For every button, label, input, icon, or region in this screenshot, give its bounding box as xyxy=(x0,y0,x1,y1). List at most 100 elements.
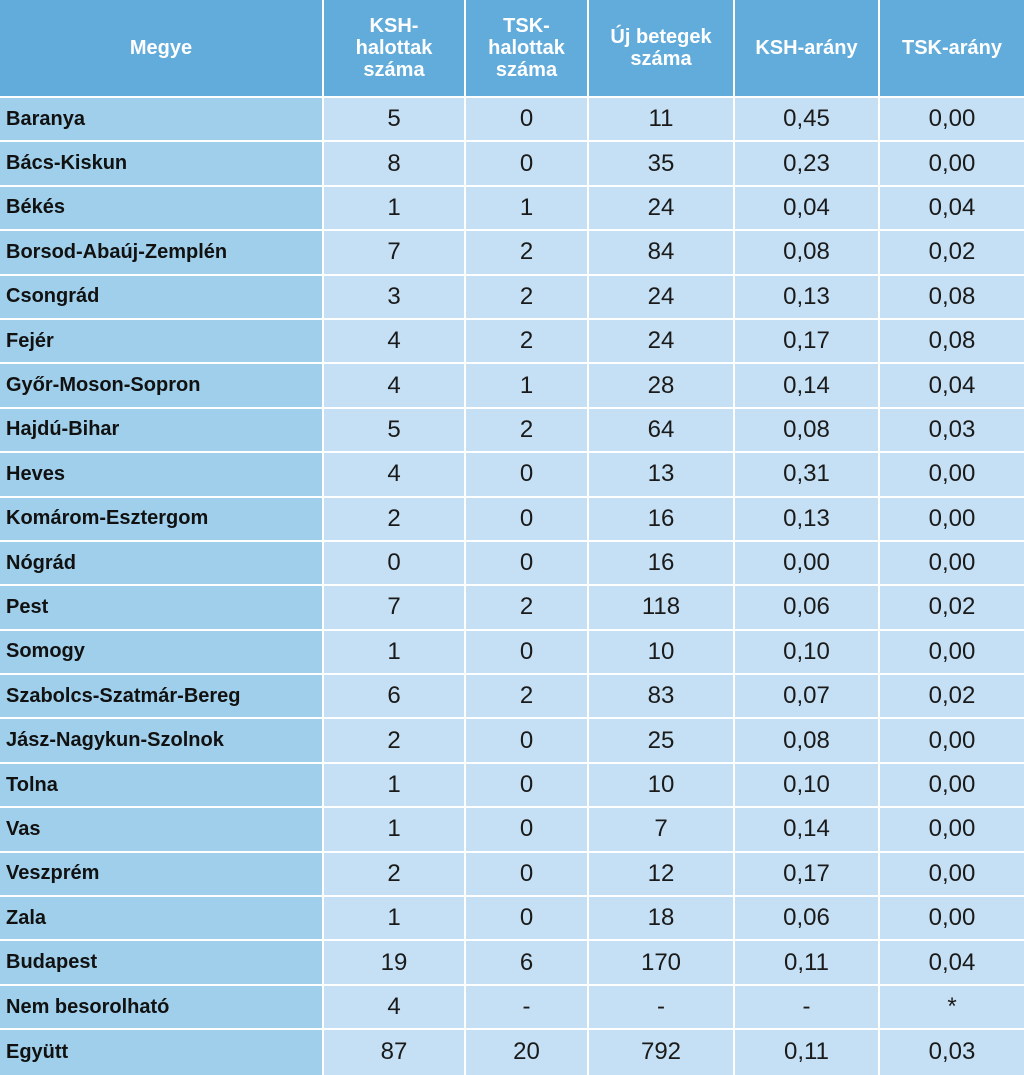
header-tsk-halottak: TSK-halottak száma xyxy=(466,0,589,98)
tsk-ratio-cell: 0,04 xyxy=(880,364,1024,409)
ksh-deaths-cell: 5 xyxy=(324,98,466,143)
ksh-deaths-cell: 4 xyxy=(324,364,466,409)
tsk-deaths-cell: 2 xyxy=(466,675,589,720)
ksh-ratio-cell: 0,11 xyxy=(735,941,880,986)
new-patients-cell: 24 xyxy=(589,319,735,365)
table-row: Nógrád 0 0 16 0,00 0,00 xyxy=(0,541,1024,587)
tsk-ratio-cell: 0,00 xyxy=(880,897,1024,942)
ksh-ratio-cell: 0,06 xyxy=(735,586,880,631)
tsk-ratio-cell: 0,00 xyxy=(880,98,1024,143)
tsk-deaths-cell: 2 xyxy=(466,319,589,365)
new-patients-cell: 13 xyxy=(589,453,735,498)
ksh-deaths-cell: 6 xyxy=(324,675,466,720)
table-row: Somogy 1 0 10 0,10 0,00 xyxy=(0,630,1024,676)
header-tsk-arany: TSK-arány xyxy=(880,0,1024,98)
table-row: Heves 4 0 13 0,31 0,00 xyxy=(0,453,1024,498)
ksh-ratio-cell: 0,17 xyxy=(735,852,880,898)
tsk-ratio-cell: * xyxy=(880,985,1024,1031)
table-row: Komárom-Esztergom 2 0 16 0,13 0,00 xyxy=(0,497,1024,542)
tsk-deaths-cell: - xyxy=(466,985,589,1031)
ksh-deaths-cell: 4 xyxy=(324,319,466,365)
table-row: Tolna 1 0 10 0,10 0,00 xyxy=(0,763,1024,809)
header-ksh-arany: KSH-arány xyxy=(735,0,880,98)
tsk-deaths-cell: 0 xyxy=(466,142,589,187)
table-row: Békés 1 1 24 0,04 0,04 xyxy=(0,186,1024,232)
tsk-ratio-cell: 0,00 xyxy=(880,763,1024,809)
new-patients-cell: 16 xyxy=(589,497,735,542)
ksh-ratio-cell: 0,04 xyxy=(735,186,880,232)
county-name-cell: Borsod-Abaúj-Zemplén xyxy=(0,231,324,276)
tsk-ratio-cell: 0,08 xyxy=(880,319,1024,365)
tsk-ratio-cell: 0,02 xyxy=(880,675,1024,720)
new-patients-cell: 64 xyxy=(589,408,735,454)
ksh-deaths-cell: 7 xyxy=(324,231,466,276)
ksh-deaths-cell: 4 xyxy=(324,985,466,1031)
tsk-deaths-cell: 20 xyxy=(466,1030,589,1075)
county-name-cell: Zala xyxy=(0,897,324,942)
tsk-ratio-cell: 0,00 xyxy=(880,453,1024,498)
county-name-cell: Jász-Nagykun-Szolnok xyxy=(0,719,324,764)
ksh-ratio-cell: 0,08 xyxy=(735,408,880,454)
ksh-ratio-cell: 0,45 xyxy=(735,98,880,143)
ksh-ratio-cell: 0,08 xyxy=(735,719,880,764)
ksh-deaths-cell: 2 xyxy=(324,497,466,542)
table-row: Győr-Moson-Sopron 4 1 28 0,14 0,04 xyxy=(0,364,1024,409)
header-uj-betegek: Új betegek száma xyxy=(589,0,735,98)
tsk-deaths-cell: 2 xyxy=(466,408,589,454)
county-name-cell: Fejér xyxy=(0,319,324,365)
new-patients-cell: 35 xyxy=(589,142,735,187)
county-name-cell: Győr-Moson-Sopron xyxy=(0,364,324,409)
header-row: Megye KSH-halottak száma TSK-halottak száma Ú… xyxy=(0,0,1024,98)
new-patients-cell: 24 xyxy=(589,275,735,320)
ksh-deaths-cell: 3 xyxy=(324,275,466,320)
table-row: Nem besorolható 4- - - * xyxy=(0,985,1024,1031)
county-name-cell: Veszprém xyxy=(0,852,324,898)
table-row: Baranya 5 0 11 0,45 0,00 xyxy=(0,98,1024,143)
tsk-deaths-cell: 2 xyxy=(466,586,589,631)
new-patients-cell: 118 xyxy=(589,586,735,631)
ksh-ratio-cell: 0,14 xyxy=(735,808,880,853)
new-patients-cell: 28 xyxy=(589,364,735,409)
ksh-deaths-cell: 1 xyxy=(324,808,466,853)
table-row: Fejér 4 2 24 0,17 0,08 xyxy=(0,319,1024,365)
county-name-cell: Tolna xyxy=(0,763,324,809)
tsk-deaths-cell: 0 xyxy=(466,453,589,498)
new-patients-cell: 10 xyxy=(589,630,735,676)
ksh-ratio-cell: 0,23 xyxy=(735,142,880,187)
ksh-deaths-cell: 1 xyxy=(324,630,466,676)
ksh-ratio-cell: 0,14 xyxy=(735,364,880,409)
table-row: Pest 7 2 118 0,06 0,02 xyxy=(0,586,1024,631)
tsk-ratio-cell: 0,02 xyxy=(880,231,1024,276)
tsk-ratio-cell: 0,04 xyxy=(880,186,1024,232)
tsk-ratio-cell: 0,00 xyxy=(880,541,1024,587)
table-row: Borsod-Abaúj-Zemplén 7 2 84 0,08 0,02 xyxy=(0,231,1024,276)
ksh-deaths-cell: 7 xyxy=(324,586,466,631)
county-name-cell: Budapest xyxy=(0,941,324,986)
tsk-ratio-cell: 0,00 xyxy=(880,142,1024,187)
county-name-cell: Nógrád xyxy=(0,541,324,587)
tsk-deaths-cell: 0 xyxy=(466,852,589,898)
ksh-ratio-cell: 0,17 xyxy=(735,319,880,365)
table-row: Hajdú-Bihar 5 2 64 0,08 0,03 xyxy=(0,408,1024,454)
tsk-deaths-cell: 0 xyxy=(466,897,589,942)
new-patients-cell: 16 xyxy=(589,541,735,587)
county-name-cell: Nem besorolható xyxy=(0,985,324,1031)
ksh-ratio-cell: 0,13 xyxy=(735,497,880,542)
tsk-deaths-cell: 0 xyxy=(466,541,589,587)
tsk-deaths-cell: 6 xyxy=(466,941,589,986)
tsk-deaths-cell: 0 xyxy=(466,808,589,853)
tsk-deaths-cell: 2 xyxy=(466,275,589,320)
tsk-deaths-cell: 1 xyxy=(466,364,589,409)
new-patients-cell: 18 xyxy=(589,897,735,942)
county-name-cell: Komárom-Esztergom xyxy=(0,497,324,542)
county-name-cell: Baranya xyxy=(0,98,324,143)
table-row: Szabolcs-Szatmár-Bereg 6 2 83 0,07 0,02 xyxy=(0,675,1024,720)
tsk-ratio-cell: 0,00 xyxy=(880,630,1024,676)
table-row: Együtt 87 20 792 0,11 0,03 xyxy=(0,1030,1024,1075)
new-patients-cell: 170 xyxy=(589,941,735,986)
new-patients-cell: 25 xyxy=(589,719,735,764)
tsk-ratio-cell: 0,02 xyxy=(880,586,1024,631)
ksh-deaths-cell: 2 xyxy=(324,719,466,764)
new-patients-cell: 10 xyxy=(589,763,735,809)
table-row: Budapest 19 6 170 0,11 0,04 xyxy=(0,941,1024,986)
